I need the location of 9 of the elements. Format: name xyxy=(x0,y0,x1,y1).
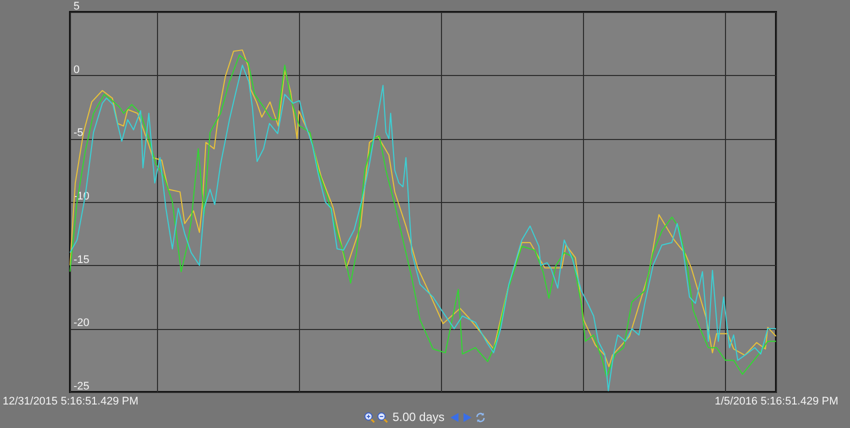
y-tick-label: 5 xyxy=(74,0,80,12)
text: 5.00 days xyxy=(392,410,445,424)
x-tick-label: 12/31/2015 5:16:51.429 PM xyxy=(2,396,138,408)
y-tick-label: -15 xyxy=(74,254,90,266)
y-tick-label: -20 xyxy=(74,317,90,330)
x-tick-label: 1/5/2016 5:16:51.429 PM xyxy=(714,396,838,408)
y-tick-label: 0 xyxy=(74,64,80,76)
y-tick-label: -5 xyxy=(74,127,84,140)
y-tick-label: -25 xyxy=(74,380,90,392)
